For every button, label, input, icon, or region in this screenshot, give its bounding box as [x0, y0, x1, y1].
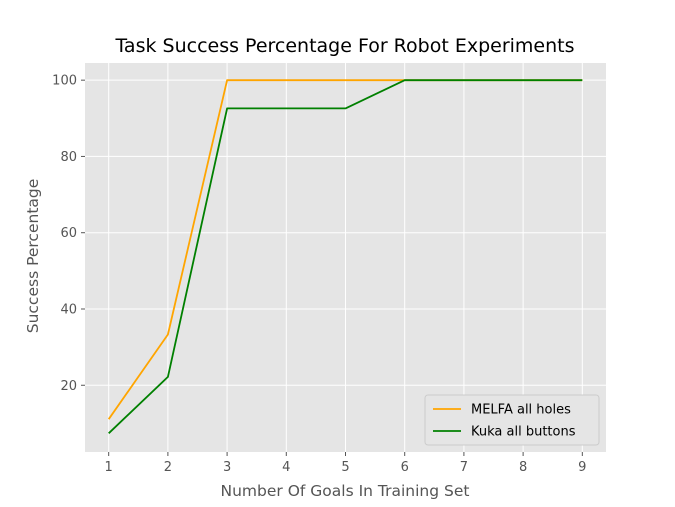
x-tick-label: 5: [341, 460, 349, 475]
x-tick-label: 1: [105, 460, 113, 475]
x-axis: 1 2 3 4 5 6 7 8 9: [105, 452, 586, 475]
y-tick-label: 80: [60, 150, 77, 165]
x-tick-label: 6: [401, 460, 409, 475]
x-tick-label: 9: [578, 460, 586, 475]
x-tick-label: 4: [282, 460, 290, 475]
x-axis-label: Number Of Goals In Training Set: [221, 482, 470, 500]
x-tick-label: 7: [460, 460, 468, 475]
legend-label: Kuka all buttons: [471, 425, 576, 440]
y-tick-label: 20: [60, 379, 77, 394]
series-lines: [107, 79, 583, 434]
x-tick-label: 3: [223, 460, 231, 475]
series-line-2: [108, 79, 583, 434]
y-tick-label: 60: [60, 226, 77, 241]
y-tick-label: 40: [60, 302, 77, 317]
y-tick-label: 100: [52, 74, 77, 89]
x-tick-label: 2: [164, 460, 172, 475]
legend-box: [424, 394, 600, 446]
y-axis-label: Success Percentage: [24, 179, 42, 334]
x-tick-label: 8: [519, 460, 527, 475]
legend-label: MELFA all holes: [471, 403, 571, 418]
chart-title: Task Success Percentage For Robot Experi…: [114, 35, 574, 57]
y-axis: 20 40 60 80 100: [52, 74, 85, 394]
legend: MELFA all holes Kuka all buttons: [424, 394, 600, 446]
